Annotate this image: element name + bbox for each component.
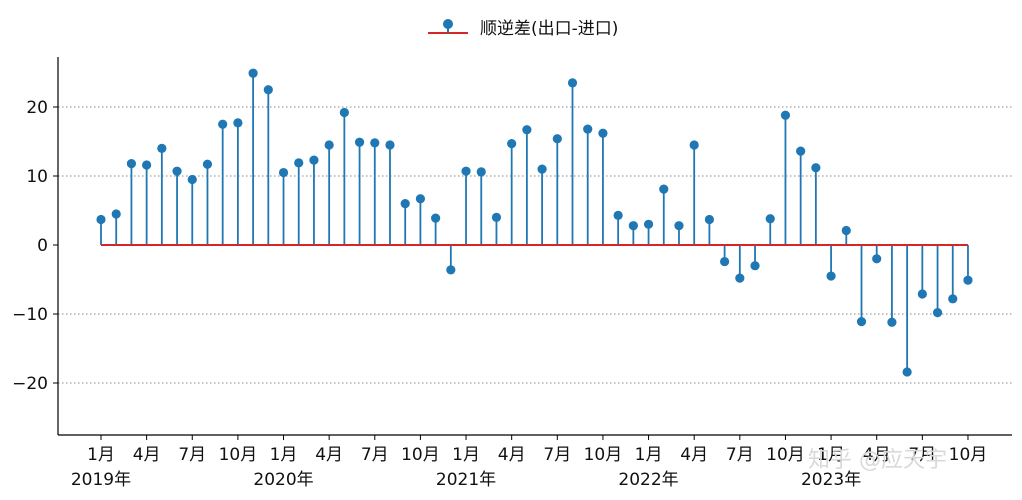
stem-marker: [278, 167, 289, 178]
watermark-text: 知乎 @应天宇: [808, 448, 947, 473]
stem-marker: [339, 107, 349, 118]
stem-marker: [415, 194, 426, 204]
stem-marker: [172, 166, 182, 176]
stem-marker: [887, 317, 897, 327]
x-tick-label: 10月: [401, 445, 440, 465]
x-tick-label: 1月: [635, 445, 663, 465]
gridlines: [58, 106, 1012, 384]
stem-marker: [643, 219, 654, 229]
stem-marker: [659, 184, 669, 194]
stem-marker: [917, 289, 927, 299]
stem-marker: [507, 138, 517, 149]
x-tick-label: 10月: [766, 445, 805, 465]
stem-marker: [431, 213, 441, 223]
stem-marker: [856, 316, 867, 327]
axes: [57, 57, 1012, 436]
x-axis-ticks: 1月 4月 7月 10月 1月 4月 7月 10月 1月 4月 7月 10月 1月 4月 7月 10月 1月 4月…: [71, 435, 987, 490]
stem-marker: [948, 294, 958, 304]
stem-marker: [142, 160, 152, 170]
y-tick-label: 10: [26, 167, 48, 187]
x-year-label: 2019年: [71, 470, 131, 490]
stem-marker: [354, 137, 365, 147]
x-year-label: 2022年: [618, 470, 678, 490]
stem-marker: [872, 254, 882, 264]
stem-marker: [811, 163, 821, 173]
stem-marker: [400, 199, 410, 209]
legend: 顺逆差(出口-进口): [428, 19, 618, 39]
stem-marker: [689, 140, 699, 150]
x-tick-label: 4月: [680, 445, 708, 465]
x-tick-label: 4月: [133, 445, 161, 465]
stem-marker: [522, 125, 532, 135]
stem-marker: [461, 166, 471, 176]
x-tick-label: 10月: [584, 445, 623, 465]
x-tick-label: 4月: [315, 445, 343, 465]
stem-marker: [796, 146, 806, 156]
stem-marker: [202, 159, 213, 169]
stem-marker: [126, 158, 137, 169]
x-tick-label: 1月: [817, 445, 845, 465]
y-tick-label: 0: [37, 236, 48, 256]
stem-marker: [537, 164, 547, 174]
stem-marker: [370, 138, 380, 148]
stem-marker: [932, 308, 943, 318]
stem-marker: [476, 167, 486, 177]
stem-marker: [613, 210, 623, 220]
x-tick-label: 7月: [543, 445, 571, 465]
stem-marker: [720, 256, 730, 267]
stem-marker: [735, 273, 745, 283]
stem-marker: [218, 119, 228, 129]
stem-marker: [157, 143, 167, 153]
y-tick-label: −20: [12, 374, 48, 394]
stem-marker: [309, 155, 319, 165]
x-tick-label: 1月: [452, 445, 480, 465]
legend-label: 顺逆差(出口-进口): [480, 19, 618, 39]
stem-marker: [583, 124, 593, 134]
x-year-label: 2020年: [253, 470, 313, 490]
y-axis-ticks: −20 −10 0 10 20: [12, 98, 58, 394]
x-tick-label: 10月: [949, 445, 988, 465]
stem-marker: [552, 134, 562, 144]
stem-marker: [628, 221, 638, 231]
x-tick-label: 7月: [726, 445, 754, 465]
stem-marker: [598, 128, 608, 138]
stem-marker: [385, 140, 395, 150]
stem-marker: [704, 214, 715, 225]
x-tick-label: 1月: [270, 445, 298, 465]
stem-marker: [187, 174, 197, 185]
stem-marker: [446, 265, 456, 275]
x-tick-label: 1月: [87, 445, 115, 465]
stem-marker: [491, 212, 502, 222]
stem-series: [96, 68, 973, 377]
stem-marker: [233, 118, 243, 128]
stem-marker: [96, 214, 106, 225]
x-tick-label: 4月: [863, 445, 891, 465]
stem-marker: [902, 367, 912, 377]
stem-marker: [111, 209, 121, 219]
stem-marker: [263, 85, 273, 95]
stem-marker: [750, 261, 760, 271]
x-tick-label: 10月: [219, 445, 258, 465]
stem-marker: [567, 78, 578, 88]
y-tick-label: 20: [26, 98, 48, 118]
stem-marker: [963, 275, 973, 285]
stem-marker: [765, 214, 775, 224]
x-year-label: 2023年: [801, 470, 861, 490]
y-tick-label: −10: [12, 305, 48, 325]
x-tick-label: 7月: [178, 445, 206, 465]
stem-marker: [674, 221, 684, 231]
x-tick-label: 4月: [498, 445, 526, 465]
x-tick-label: 7月: [908, 445, 936, 465]
stem-marker: [780, 110, 791, 120]
legend-marker-swatch: [443, 19, 453, 29]
x-year-label: 2021年: [436, 470, 496, 490]
stem-marker: [294, 158, 304, 168]
stem-marker: [841, 225, 851, 236]
stem-marker: [248, 68, 258, 78]
stem-marker: [826, 271, 836, 281]
x-tick-label: 7月: [361, 445, 389, 465]
stem-marker: [324, 140, 334, 150]
